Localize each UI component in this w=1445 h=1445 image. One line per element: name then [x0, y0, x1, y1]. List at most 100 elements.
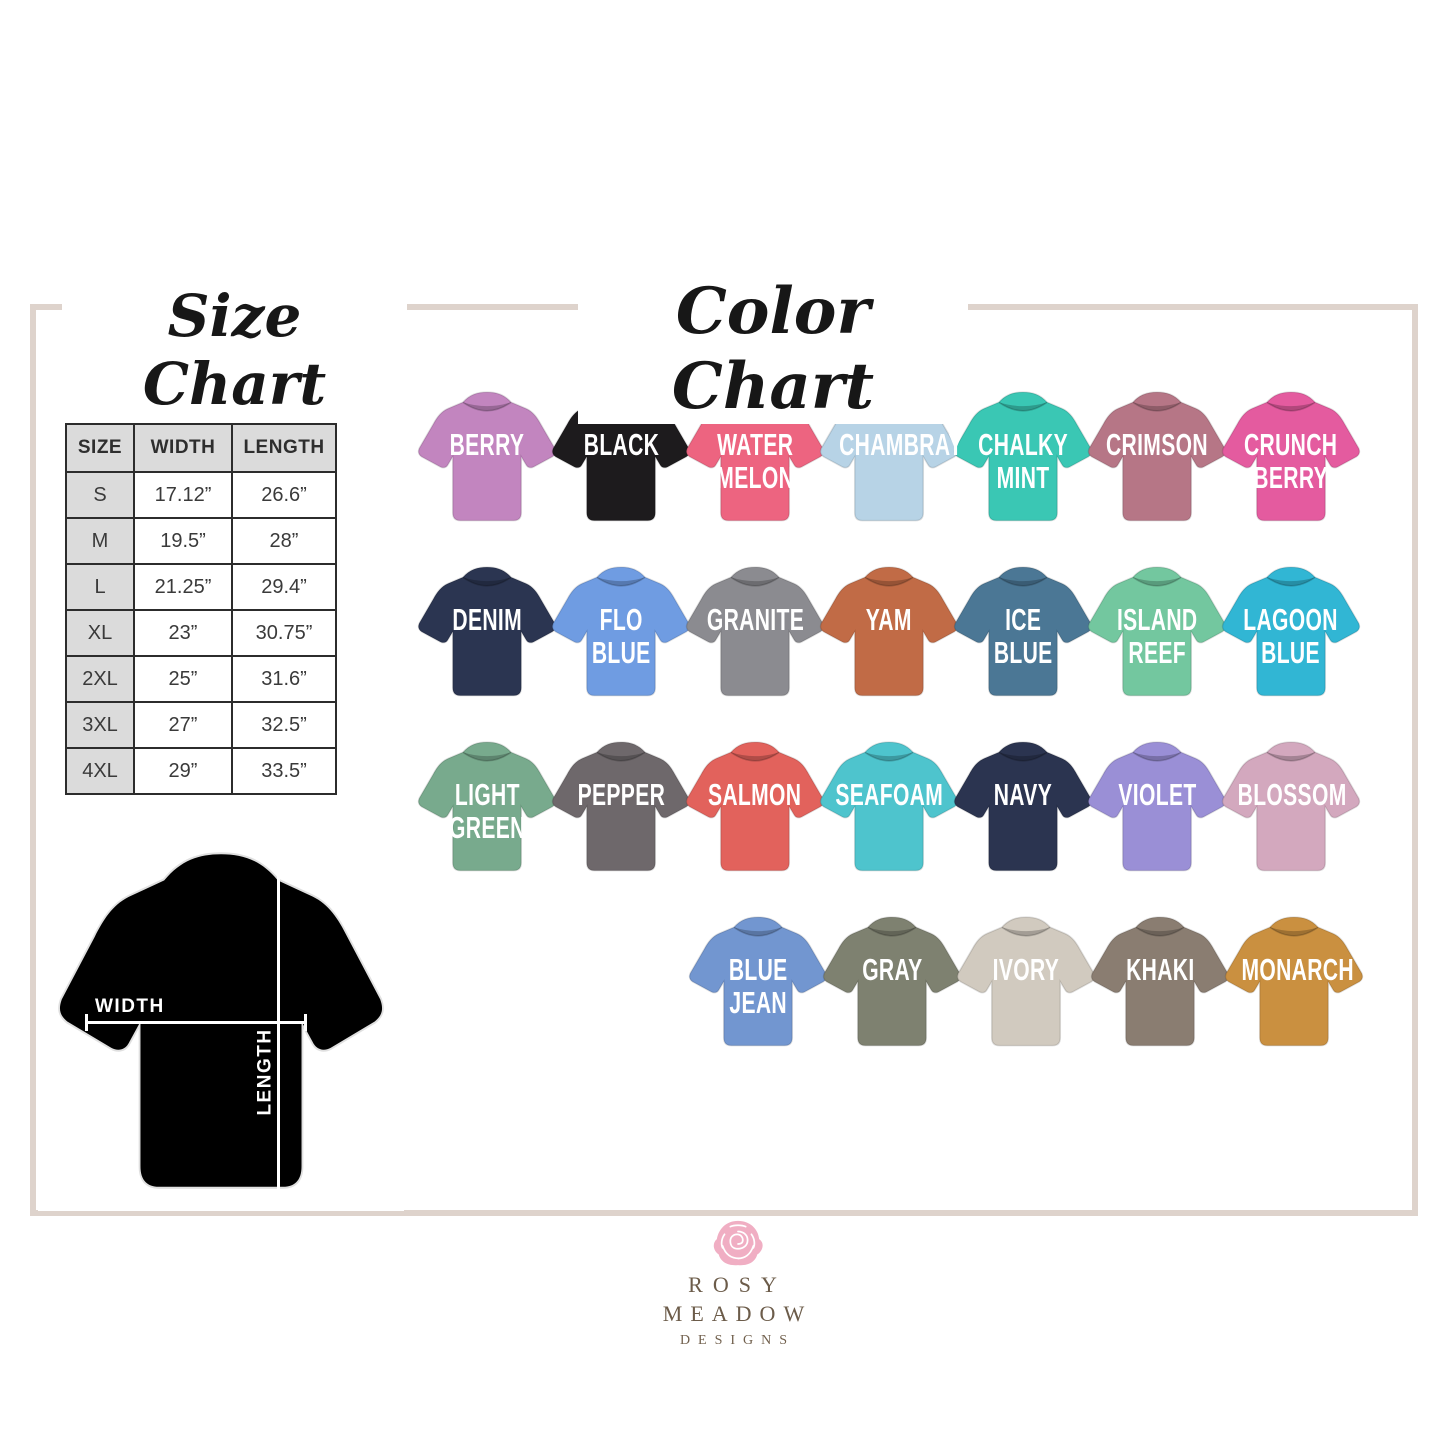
color-swatch-monarch: MONARCH	[1224, 907, 1364, 1055]
color-row-1: BERRY BLACK WATER MELON CHAMBRAY CHALKY MINT…	[417, 382, 1361, 530]
color-name-label: BLACK	[583, 427, 659, 462]
color-name-label: BERRY	[449, 427, 525, 462]
length-cell: 33.5”	[231, 747, 337, 795]
size-cell: M	[65, 517, 135, 565]
color-swatch-crunch-berry: CRUNCH BERRY	[1221, 382, 1361, 530]
brand-word-meadow: MEADOW	[662, 1301, 813, 1326]
color-swatch-violet: VIOLET	[1087, 732, 1227, 880]
size-table-row-2xl: 2XL 25” 31.6”	[65, 655, 337, 703]
width-cell: 27”	[133, 701, 233, 749]
color-name-label: LIGHT GREEN	[448, 777, 526, 845]
color-swatch-salmon: SALMON	[685, 732, 825, 880]
color-swatch-blue-jean: BLUE JEAN	[688, 907, 828, 1055]
color-name-label: ICE BLUE	[993, 602, 1053, 670]
tshirt-diagram-icon	[38, 828, 404, 1211]
size-table-col-width: WIDTH	[133, 423, 233, 473]
rose-icon	[713, 1220, 763, 1266]
color-swatch-lagoon-blue: LAGOON BLUE	[1221, 557, 1361, 705]
width-label: WIDTH	[95, 996, 165, 1017]
size-cell: XL	[65, 609, 135, 657]
width-cell: 23”	[133, 609, 233, 657]
size-cell: L	[65, 563, 135, 611]
color-swatch-navy: NAVY	[953, 732, 1093, 880]
color-name-label: BLUE JEAN	[728, 952, 788, 1020]
size-table: SIZE WIDTH LENGTH S 17.12” 26.6” M 19.5” 28” L 21…	[65, 423, 337, 795]
color-swatch-denim: DENIM	[417, 557, 557, 705]
color-swatch-blossom: BLOSSOM	[1221, 732, 1361, 880]
color-swatch-light-green: LIGHT GREEN	[417, 732, 557, 880]
color-name-label: FLO BLUE	[591, 602, 651, 670]
color-swatch-flo-blue: FLO BLUE	[551, 557, 691, 705]
color-row-3: LIGHT GREEN PEPPER SALMON SEAFOAM NAVY VIOLET…	[417, 732, 1361, 880]
color-swatch-black: BLACK	[551, 382, 691, 530]
brand-logo: ROSY MEADOW DESIGNS	[585, 1218, 890, 1349]
size-chart-title: Size Chart	[62, 282, 407, 418]
color-name-label: CHAMBRAY	[839, 427, 963, 462]
size-table-col-length: LENGTH	[231, 423, 337, 473]
color-name-label: VIOLET	[1117, 777, 1197, 812]
color-name-label: DENIM	[452, 602, 522, 637]
color-swatch-chambray: CHAMBRAY	[819, 382, 963, 530]
color-name-label: IVORY	[992, 952, 1060, 987]
length-cell: 28”	[231, 517, 337, 565]
size-table-row-xl: XL 23” 30.75”	[65, 609, 337, 657]
length-label: LENGTH	[255, 1028, 277, 1116]
size-table-row-3xl: 3XL 27” 32.5”	[65, 701, 337, 749]
size-cell: 2XL	[65, 655, 135, 703]
color-name-label: CRIMSON	[1106, 427, 1208, 462]
width-cell: 19.5”	[133, 517, 233, 565]
size-cell: 3XL	[65, 701, 135, 749]
color-swatch-ivory: IVORY	[956, 907, 1096, 1055]
brand-word-designs: DESIGNS	[679, 1333, 796, 1348]
size-cell: 4XL	[65, 747, 135, 795]
color-name-label: KHAKI	[1125, 952, 1195, 987]
color-name-label: SALMON	[708, 777, 802, 812]
color-swatch-seafoam: SEAFOAM	[819, 732, 959, 880]
color-row-4: BLUE JEAN GRAY IVORY KHAKI MONARCH	[688, 907, 1364, 1055]
color-swatch-water-melon: WATER MELON	[685, 382, 825, 530]
length-cell: 32.5”	[231, 701, 337, 749]
color-name-label: ISLAND REEF	[1116, 602, 1198, 670]
color-name-label: GRAY	[861, 952, 923, 987]
shirt-measurement-diagram: WIDTH LENGTH	[38, 826, 404, 1211]
color-name-label: NAVY	[993, 777, 1053, 812]
length-cell: 31.6”	[231, 655, 337, 703]
color-name-label: YAM	[866, 602, 912, 637]
width-cell: 25”	[133, 655, 233, 703]
color-swatch-gray: GRAY	[822, 907, 962, 1055]
color-chart-title-text: Color Chart	[578, 274, 968, 424]
size-table-row-l: L 21.25” 29.4”	[65, 563, 337, 611]
length-cell: 29.4”	[231, 563, 337, 611]
size-cell: S	[65, 471, 135, 519]
width-cell: 21.25”	[133, 563, 233, 611]
width-measure-line	[85, 1014, 307, 1031]
color-swatch-island-reef: ISLAND REEF	[1087, 557, 1227, 705]
length-cell: 26.6”	[231, 471, 337, 519]
color-swatch-khaki: KHAKI	[1090, 907, 1230, 1055]
size-table-col-size: SIZE	[65, 423, 135, 473]
size-table-body: S 17.12” 26.6” M 19.5” 28” L 21.25” 29.4” XL 23” 30…	[65, 471, 337, 795]
size-table-row-m: M 19.5” 28”	[65, 517, 337, 565]
brand-word-rosy: ROSY	[688, 1272, 787, 1297]
color-swatch-granite: GRANITE	[685, 557, 825, 705]
color-name-label: WATER MELON	[716, 427, 794, 495]
color-swatch-crimson: CRIMSON	[1087, 382, 1227, 530]
color-swatch-chalky-mint: CHALKY MINT	[953, 382, 1093, 530]
color-swatch-yam: YAM	[819, 557, 959, 705]
color-row-2: DENIM FLO BLUE GRANITE YAM ICE BLUE ISLAND RE…	[417, 557, 1361, 705]
color-name-label: SEAFOAM	[835, 777, 944, 812]
color-grid: BERRY BLACK WATER MELON CHAMBRAY CHALKY MINT…	[417, 382, 1364, 1082]
color-swatch-pepper: PEPPER	[551, 732, 691, 880]
color-swatch-ice-blue: ICE BLUE	[953, 557, 1093, 705]
size-chart-title-text: Size Chart	[62, 282, 407, 418]
color-name-label: LAGOON BLUE	[1243, 602, 1339, 670]
size-table-header: SIZE WIDTH LENGTH	[65, 423, 337, 473]
size-table-row-s: S 17.12” 26.6”	[65, 471, 337, 519]
width-cell: 17.12”	[133, 471, 233, 519]
color-name-label: CRUNCH BERRY	[1244, 427, 1338, 495]
size-table-row-4xl: 4XL 29” 33.5”	[65, 747, 337, 795]
color-swatch-berry: BERRY	[417, 382, 557, 530]
width-cell: 29”	[133, 747, 233, 795]
length-measure-line	[270, 852, 287, 1192]
color-name-label: GRANITE	[706, 602, 804, 637]
